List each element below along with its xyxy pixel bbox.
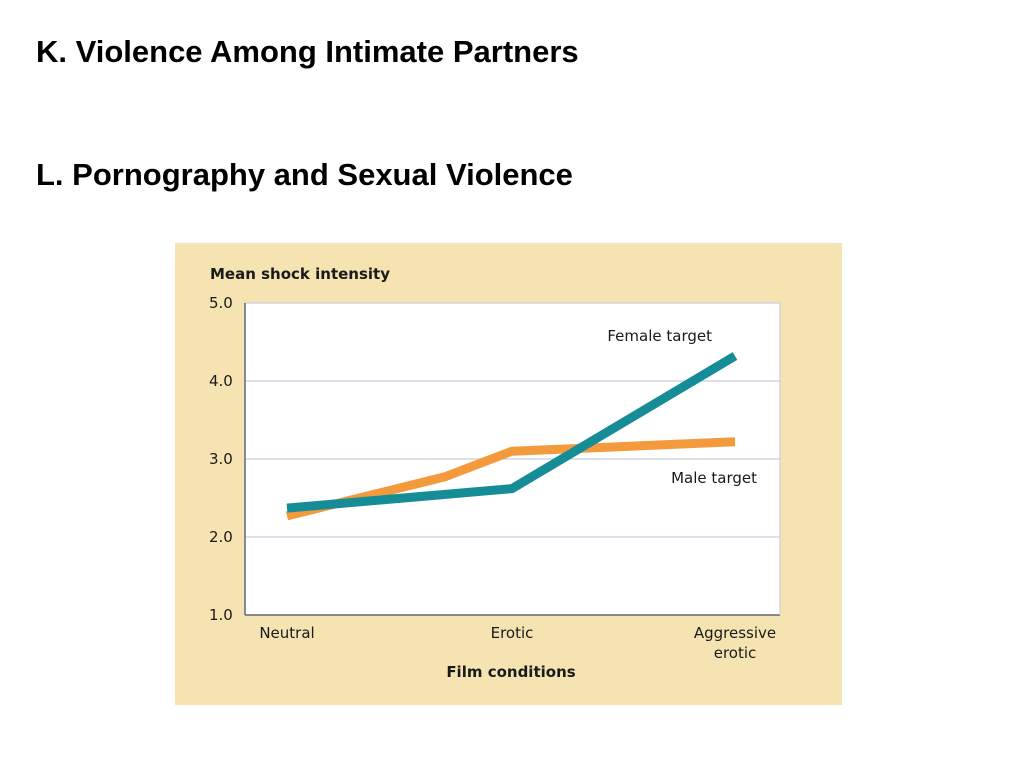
section-heading-l: L. Pornography and Sexual Violence	[36, 157, 573, 192]
x-tick-label-line: Erotic	[491, 624, 534, 642]
series-line-male-target	[285, 437, 736, 521]
line-chart: 1.0 2.0 3.0 4.0 5.0 Neutral Erotic Aggressive er…	[175, 243, 842, 705]
x-axis-title: Film conditions	[446, 663, 575, 681]
axes: 1.0 2.0 3.0 4.0 5.0 Neutral Erotic Aggressive er…	[209, 294, 781, 662]
y-tick-label: 3.0	[209, 450, 233, 468]
x-tick-label: Aggressive erotic	[694, 624, 776, 662]
x-tick-label-line: Neutral	[259, 624, 314, 642]
x-tick-label: Neutral	[259, 624, 314, 642]
section-heading-k: K. Violence Among Intimate Partners	[36, 34, 579, 69]
x-tick-label: Erotic	[491, 624, 534, 642]
series-line-female-target	[286, 352, 738, 513]
x-tick-label-line: Aggressive	[694, 624, 776, 642]
chart-figure: 1.0 2.0 3.0 4.0 5.0 Neutral Erotic Aggressive er…	[175, 243, 842, 705]
y-axis-title: Mean shock intensity	[210, 265, 390, 283]
x-tick-label-line: erotic	[714, 644, 757, 662]
y-tick-label: 4.0	[209, 372, 233, 390]
chart-labels: Mean shock intensity Film conditions Fem…	[210, 265, 757, 681]
y-tick-label: 2.0	[209, 528, 233, 546]
series-lines	[285, 352, 738, 521]
series-label-male-target: Male target	[671, 469, 757, 487]
y-tick-label: 5.0	[209, 294, 233, 312]
y-tick-label: 1.0	[209, 606, 233, 624]
series-label-female-target: Female target	[607, 327, 712, 345]
